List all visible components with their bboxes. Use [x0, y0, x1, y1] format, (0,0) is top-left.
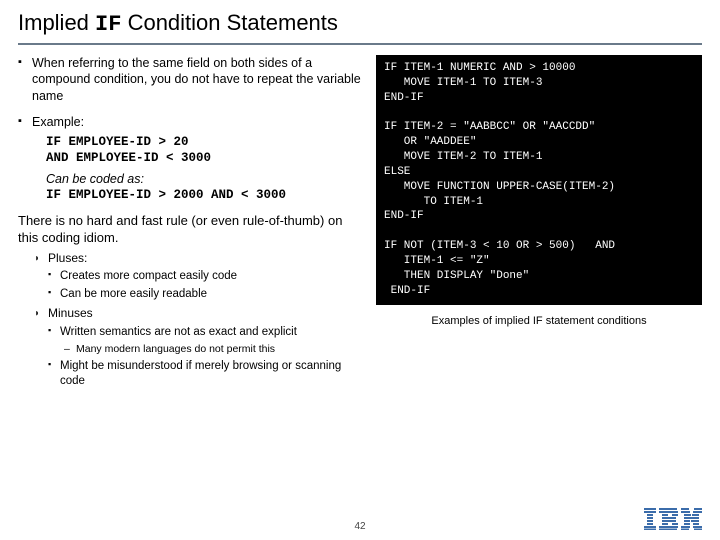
code-line: OR "AADDEE"	[384, 136, 476, 148]
canbe-label: Can be coded as:	[46, 171, 366, 187]
code-line: IF EMPLOYEE-ID > 20	[46, 134, 366, 150]
minus-subitem: Many modern languages do not permit this	[64, 343, 366, 357]
code-line: MOVE ITEM-1 TO ITEM-3	[384, 77, 542, 89]
ibm-logo	[644, 508, 702, 530]
content-row: When referring to the same field on both…	[18, 55, 702, 389]
code-line: AND EMPLOYEE-ID < 3000	[46, 150, 366, 166]
page-number: 42	[354, 521, 365, 532]
plus-item: Creates more compact easily code	[48, 269, 366, 284]
code-line: IF ITEM-2 = "AABBCC" OR "AACCDD"	[384, 121, 595, 133]
code-line: IF ITEM-1 NUMERIC AND > 10000	[384, 62, 575, 74]
code-line: IF NOT (ITEM-3 < 10 OR > 500) AND	[384, 240, 615, 252]
code-line: ITEM-1 <= "Z"	[384, 255, 490, 267]
code-example-1: IF ITEM-1 NUMERIC AND > 10000 MOVE ITEM-…	[376, 55, 702, 305]
right-column: IF ITEM-1 NUMERIC AND > 10000 MOVE ITEM-…	[376, 55, 702, 389]
code-line: IF EMPLOYEE-ID > 2000 AND < 3000	[46, 187, 366, 203]
plus-item: Can be more easily readable	[48, 287, 366, 302]
code-line: END-IF	[384, 210, 424, 222]
code-line: END-IF	[384, 285, 430, 297]
minus-item: Might be misunderstood if merely browsin…	[48, 359, 366, 389]
code-line: MOVE FUNCTION UPPER-CASE(ITEM-2)	[384, 181, 615, 193]
bullet-intro: When referring to the same field on both…	[18, 55, 366, 104]
left-column: When referring to the same field on both…	[18, 55, 366, 389]
code-line: MOVE ITEM-2 TO ITEM-1	[384, 151, 542, 163]
code-line: END-IF	[384, 92, 424, 104]
minus-item: Written semantics are not as exact and e…	[48, 325, 366, 340]
title-post: Condition Statements	[121, 10, 337, 35]
code-line: TO ITEM-1	[384, 196, 483, 208]
no-hard-rule: There is no hard and fast rule (or even …	[18, 213, 366, 247]
example-label: Example:	[32, 115, 84, 129]
code-line: THEN DISPLAY "Done"	[384, 270, 529, 282]
slide: Implied IF Condition Statements When ref…	[0, 0, 720, 540]
minuses-heading: Minuses	[34, 306, 366, 322]
code-line: ELSE	[384, 166, 410, 178]
code-caption: Examples of implied IF statement conditi…	[376, 315, 702, 327]
bullet-example: Example: IF EMPLOYEE-ID > 20 AND EMPLOYE…	[18, 114, 366, 203]
pluses-heading: Pluses:	[34, 251, 366, 267]
title-pre: Implied	[18, 10, 95, 35]
slide-title: Implied IF Condition Statements	[18, 10, 702, 45]
title-mono: IF	[95, 12, 121, 37]
example-block: IF EMPLOYEE-ID > 20 AND EMPLOYEE-ID < 30…	[46, 134, 366, 203]
